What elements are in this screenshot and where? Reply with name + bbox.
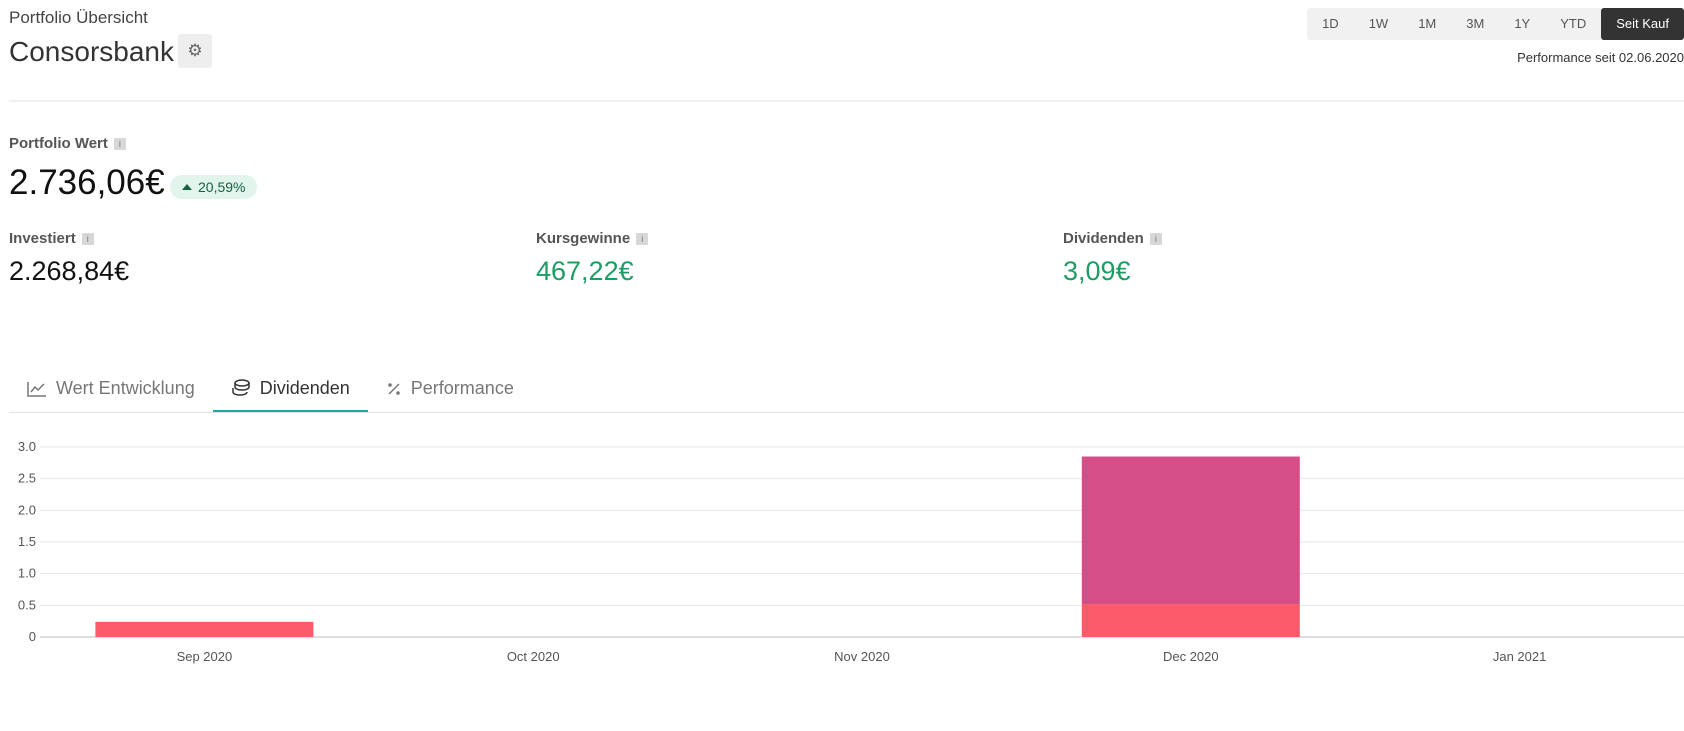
invested-label: Investiert i (9, 230, 94, 247)
dividends-label: Dividenden i (1063, 230, 1162, 247)
coins-icon (231, 379, 250, 396)
range-button[interactable]: 1M (1418, 16, 1437, 31)
change-badge: 20,59% (170, 175, 258, 199)
tab-dividenden[interactable]: Dividenden (212, 366, 368, 412)
time-range-selector: 1D 1W 1M 3M 1Y YTD Seit Kauf (1307, 8, 1684, 40)
info-icon[interactable]: i (636, 232, 649, 245)
page-subtitle: Portfolio Übersicht (9, 8, 148, 27)
info-icon[interactable]: i (1149, 232, 1162, 245)
x-tick-label: Oct 2020 (507, 649, 560, 664)
tab-performance[interactable]: Performance (368, 366, 532, 411)
y-tick-label: 0.5 (18, 597, 36, 612)
gear-icon: ⚙ (187, 41, 203, 60)
y-tick-label: 1.0 (18, 566, 36, 581)
range-button[interactable]: 1D (1322, 16, 1339, 31)
y-tick-label: 0 (29, 629, 36, 644)
x-tick-label: Nov 2020 (834, 649, 890, 664)
portfolio-value-label: Portfolio Wert i (9, 135, 126, 152)
tab-wert-entwicklung[interactable]: Wert Entwicklung (9, 366, 213, 411)
header-divider (9, 100, 1684, 102)
y-tick-label: 2.0 (18, 502, 36, 517)
bar-series-0 (95, 621, 314, 637)
x-tick-label: Sep 2020 (177, 649, 233, 664)
dividends-chart: 0 0.5 1.0 1.5 2.0 2.5 3.0 Sep 2020 Oct 2020 Nov 2… (18, 439, 1684, 664)
y-tick-label: 1.5 (18, 534, 36, 549)
bar-series-1 (1081, 456, 1300, 605)
x-tick-label: Dec 2020 (1163, 649, 1219, 664)
info-icon[interactable]: i (81, 232, 94, 245)
portfolio-value: 2.736,06€ (9, 163, 165, 202)
capital-gains-value: 467,22€ (536, 256, 634, 286)
invested-value: 2.268,84€ (9, 256, 130, 286)
range-button[interactable]: 1Y (1514, 16, 1531, 31)
y-tick-label: 3.0 (18, 439, 36, 454)
y-tick-label: 2.5 (18, 471, 36, 486)
chart-tabs: Wert Entwicklung Dividenden Performance (9, 366, 1684, 413)
capital-gains-label: Kursgewinne i (536, 230, 649, 247)
range-button[interactable]: Seit Kauf (1601, 8, 1684, 40)
page-title: Consorsbank (9, 36, 174, 67)
performance-since-text: Performance seit 02.06.2020 (1517, 50, 1684, 65)
percent-icon (387, 382, 400, 395)
range-button[interactable]: YTD (1560, 16, 1587, 31)
bar-series-0 (1081, 604, 1300, 637)
line-chart-icon (27, 381, 46, 397)
dividends-value: 3,09€ (1063, 256, 1131, 286)
range-button[interactable]: 3M (1466, 16, 1485, 31)
info-icon[interactable]: i (113, 137, 126, 150)
settings-button[interactable]: ⚙ (178, 34, 212, 68)
arrow-up-icon (182, 184, 192, 190)
x-tick-label: Jan 2021 (1493, 649, 1547, 664)
range-button[interactable]: 1W (1368, 16, 1389, 31)
